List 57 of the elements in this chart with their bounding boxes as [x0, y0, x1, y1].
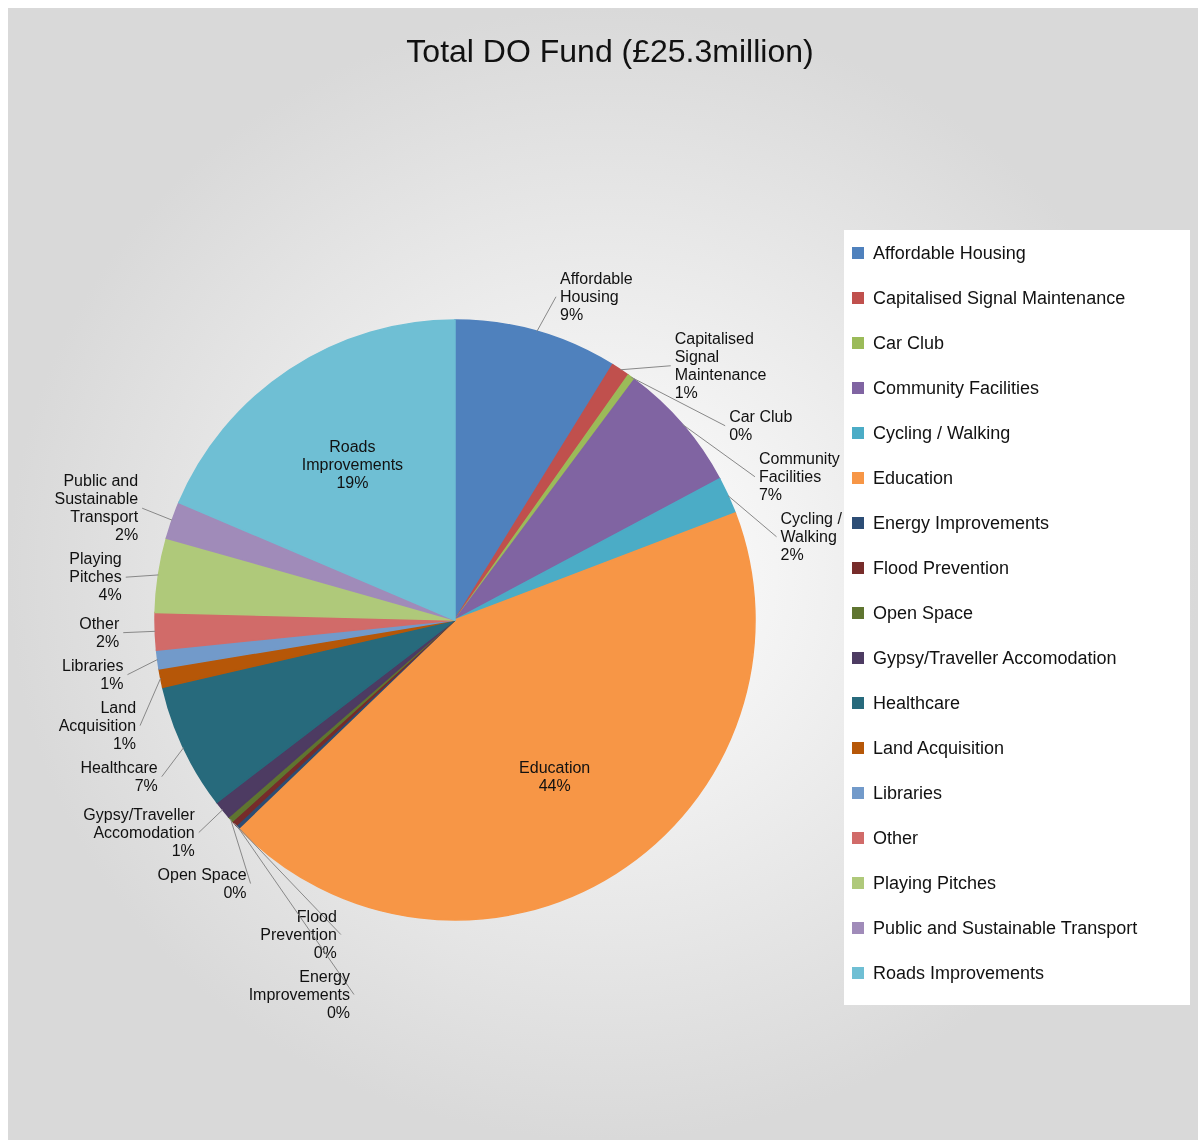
slice-label: Community Facilities: [758, 449, 840, 485]
legend-label: Playing Pitches: [873, 873, 997, 893]
data-label: 2%: [780, 545, 804, 563]
data-label: 1%: [100, 674, 124, 692]
legend-label: Healthcare: [873, 693, 961, 713]
data-label: 44%: [538, 777, 571, 795]
legend-label: Land Acquisition: [873, 738, 1005, 758]
slice-label: Roads Improvements: [301, 437, 404, 473]
slice-label: Cycling / Walking: [780, 509, 843, 545]
legend-label: Energy Improvements: [873, 513, 1050, 533]
slice-label: Flood Prevention: [260, 907, 337, 943]
slice-label: Education: [519, 759, 591, 777]
data-label: 0%: [326, 1003, 350, 1021]
pie-slice: [454, 378, 721, 621]
data-label: 7%: [134, 776, 158, 794]
slice-label: Capitalised Signal Maintenance: [674, 329, 767, 383]
slice-label: Libraries: [62, 656, 124, 674]
data-label: 0%: [729, 425, 753, 443]
legend-label: Capitalised Signal Maintenance: [873, 288, 1126, 308]
slice-label: Energy Improvements: [248, 967, 350, 1003]
pie-slice: [178, 319, 456, 621]
legend-label: Affordable Housing: [873, 243, 1026, 263]
slice-label: Affordable Housing: [560, 269, 633, 305]
data-label: 1%: [112, 734, 137, 752]
slice-label: Playing Pitches: [69, 550, 122, 586]
legend-label: Car Club: [873, 333, 945, 353]
legend-label: Cycling / Walking: [873, 423, 1011, 443]
legend-label: Public and Sustainable Transport: [873, 918, 1138, 938]
data-label: 4%: [98, 586, 122, 604]
slice-label: Public and Sustainable Transport: [54, 472, 139, 526]
pie-slice: [154, 537, 456, 621]
pie-slice: [161, 619, 456, 804]
data-label: 9%: [560, 305, 584, 323]
slice-label: Healthcare: [80, 758, 158, 776]
slice-label: Car Club: [729, 407, 793, 425]
legend-label: Flood Prevention: [873, 558, 1010, 578]
slice-label: Other: [79, 614, 120, 632]
legend-label: Community Facilities: [873, 378, 1040, 398]
legend-label: Education: [873, 468, 954, 488]
data-label: 0%: [313, 943, 337, 961]
chart-title: Total DO Fund (£25.3million): [406, 33, 814, 69]
data-label: 19%: [336, 473, 369, 491]
data-label: 0%: [223, 883, 247, 901]
legend-label: Libraries: [873, 783, 943, 803]
legend-label: Gypsy/Traveller Accomodation: [873, 648, 1117, 668]
data-label: 2%: [115, 526, 139, 544]
slice-label: Land Acquisition: [58, 698, 137, 734]
data-label: 2%: [96, 632, 120, 650]
data-label: 7%: [758, 485, 783, 503]
legend-label: Other: [873, 828, 919, 848]
slice-label: Open Space: [157, 865, 247, 883]
data-label: 1%: [171, 841, 195, 859]
legend-label: Roads Improvements: [873, 963, 1045, 983]
legend-label: Open Space: [873, 603, 974, 623]
data-label: 1%: [674, 383, 698, 401]
pie-slice: [454, 478, 737, 621]
slice-label: Gypsy/Traveller Accomodation: [83, 805, 196, 841]
